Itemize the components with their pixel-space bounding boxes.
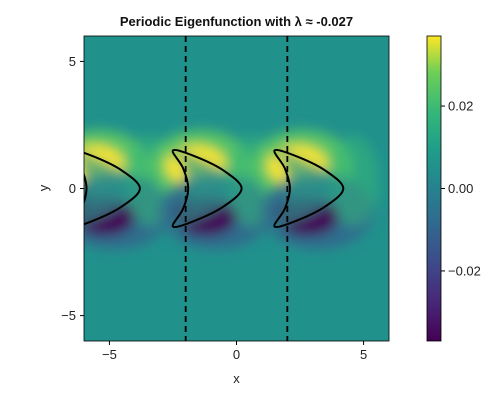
y-axis-ticks: −5 0 5 <box>61 54 84 323</box>
obstacle-outline <box>171 148 243 229</box>
colorbar: −0.02 0.00 0.02 <box>426 35 481 342</box>
y-tick-label: 5 <box>69 54 76 69</box>
y-axis-label: y <box>36 184 51 191</box>
obstacle-outline <box>273 148 345 229</box>
period-boundaries <box>184 36 289 341</box>
obstacle-outline <box>84 151 141 226</box>
obstacle-interior <box>84 152 140 225</box>
obstacle-interior <box>172 149 242 228</box>
x-tick-label: −5 <box>102 347 117 362</box>
y-tick-label: 0 <box>69 181 76 196</box>
colorbar-tick-label: 0.02 <box>448 99 473 114</box>
obstacle-interior <box>274 149 344 228</box>
heatmap-field <box>84 130 379 250</box>
colorbar-tick-label: 0.00 <box>448 181 473 196</box>
colorbar-tick-label: −0.02 <box>448 263 481 278</box>
colorbar-gradient <box>426 35 442 342</box>
x-axis-label: x <box>233 371 240 386</box>
x-tick-label: 5 <box>360 347 367 362</box>
x-axis-ticks: −5 0 5 <box>102 341 367 362</box>
y-tick-label: −5 <box>61 308 76 323</box>
obstacle-curves <box>84 148 345 229</box>
colorbar-ticks: −0.02 0.00 0.02 <box>441 99 481 278</box>
chart-title: Periodic Eigenfunction with λ ≈ -0.027 <box>120 14 353 29</box>
plot-area <box>84 36 389 341</box>
x-tick-label: 0 <box>233 347 240 362</box>
side-lobe <box>328 135 379 227</box>
